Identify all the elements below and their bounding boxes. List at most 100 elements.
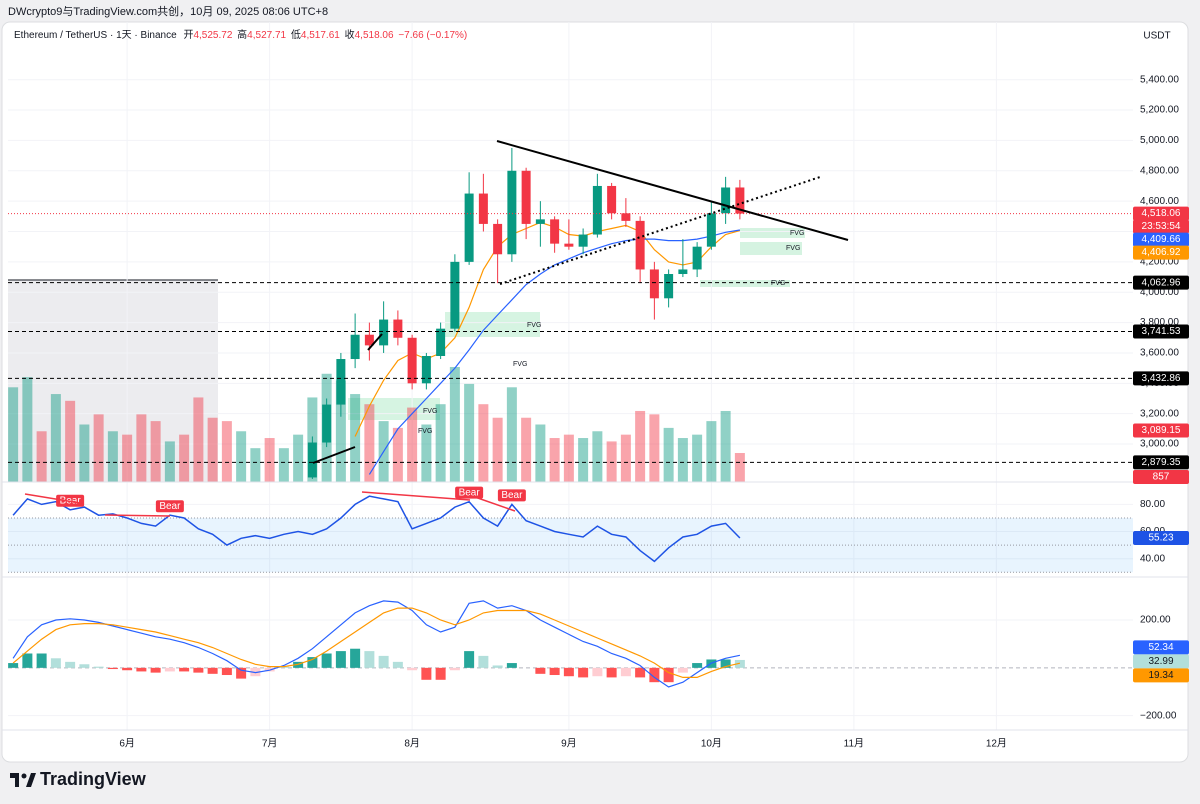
volume-bar [164,441,175,482]
logo-stem [15,773,19,787]
open-value: 4,525.72 [193,30,232,41]
macd-histogram-bar [50,658,61,668]
price-label-bg [1133,232,1189,247]
volume-bar [150,421,161,482]
macd-histogram-bar [478,655,489,668]
signal-value-label: 19.34 [1148,670,1173,681]
price-label: 4,062.96 [1142,277,1181,288]
price-label: 2,879.35 [1142,457,1181,468]
macd-histogram-bar [734,659,745,668]
highlight-zone [8,280,218,482]
fvg-label: FVG [790,230,804,237]
volume-bar [421,424,432,482]
candle-body [592,185,602,235]
candle-body [535,219,545,224]
macd-histogram-bar [179,667,190,672]
y-tick-label: 80.00 [1140,499,1165,510]
volume-bar [236,431,247,482]
volume-bar [692,434,703,482]
volume-bar [293,434,304,482]
x-tick-label: 10月 [701,738,722,750]
candle-body [436,328,446,356]
divergence-line [471,495,516,512]
divergence-line [104,514,171,517]
macd-histogram-bar [221,667,232,676]
logo: TradingView [10,769,147,789]
fvg-zone [740,242,802,255]
macd-histogram-bar [107,667,118,670]
macd-histogram-bar [692,663,703,668]
fvg-label: FVG [513,361,527,368]
fvg-zones [348,228,805,420]
volume-bar [535,424,546,482]
candle-body [393,319,403,338]
y-tick-label: 4,800.00 [1140,165,1179,176]
volume-bar [65,400,76,482]
rsi-line [12,495,741,563]
volume-bar [478,404,489,482]
candle-body [450,261,460,329]
macd-histogram-bar [392,661,403,668]
volume-bar [107,431,118,482]
candle-body [322,404,332,443]
macd-histogram-bar [278,666,289,668]
macd-histogram-bar [22,653,33,668]
moving-average [368,229,740,475]
macd-histogram-bar [606,667,617,678]
candle-body [307,442,317,478]
y-tick-label: 4,600.00 [1140,196,1179,207]
fvg-label: FVG [786,245,800,252]
fvg-labels: FVG FVG FVG FVG FVG FVG FVG [418,230,804,435]
macd-histogram-bar [164,667,175,672]
macd-histogram-bar [93,666,104,668]
price-label: 4,409.66 [1142,234,1181,245]
volume-label-bg [1133,470,1189,484]
macd-value-label-bg [1133,640,1189,655]
macd-histogram-bar [464,651,475,668]
volume-bar [449,367,460,482]
macd-value-label: 52.34 [1148,642,1173,653]
close-value: 4,518.06 [355,30,394,41]
trendline-short [367,333,383,351]
candle-body [364,334,374,346]
x-tick-label: 11月 [844,738,864,750]
volume-bar [649,414,660,482]
y-tick-label: 3,200.00 [1140,408,1179,419]
signal-badge [455,486,484,499]
rsi-value-label-bg [1133,531,1189,546]
price-label: 4,518.06 [1142,208,1181,219]
symbol: Ethereum / TetherUS · 1天 · Binance [14,30,177,41]
x-tick-label: 12月 [986,738,1007,750]
volume-bar [221,421,232,482]
volume-bar [706,421,717,482]
volume-bar [264,438,275,482]
volume-bar [506,387,517,482]
macd-histogram-bar [421,667,432,680]
fvg-label: FVG [418,428,432,435]
volume-bar [335,380,346,482]
candle-body [407,337,417,384]
candle-body [493,223,503,255]
volume-bar [350,394,361,482]
signal-line [12,607,741,678]
candle-body [678,269,688,275]
price-label: 4,406.92 [1142,247,1181,258]
volume-bar [521,417,532,482]
price-label: 3,741.53 [1142,326,1181,337]
volume-bar [620,434,631,482]
fvg-zone [740,228,805,238]
fvg-label: FVG [423,408,437,415]
volume-bar [8,387,19,482]
volume-bar [392,427,403,482]
candle-body [649,269,659,299]
y-tick-label: 200.00 [1140,615,1171,626]
macd-histogram-bar [207,667,218,674]
macd-histogram-bar [663,667,674,683]
volume-bar [278,448,289,482]
candle-body [735,187,745,214]
macd-histogram-bar [364,651,375,668]
y-tick-label: 5,200.00 [1140,105,1179,116]
macd-histogram-bar [649,667,660,683]
brand: TradingView [40,769,147,789]
